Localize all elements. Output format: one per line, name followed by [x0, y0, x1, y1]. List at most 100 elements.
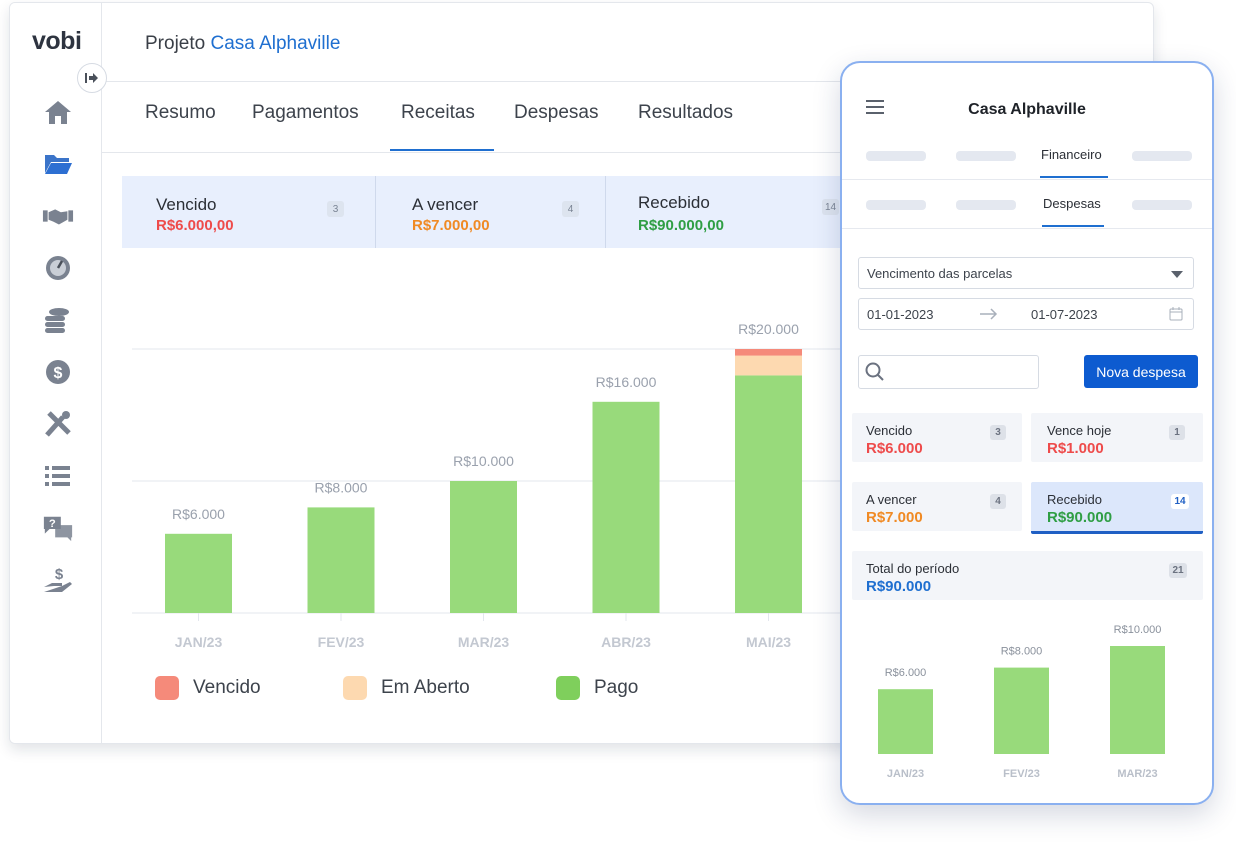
data-label: R$8.000 — [1001, 646, 1043, 658]
summary-card-a-vencer[interactable]: A vencer R$7.000,00 4 — [378, 176, 605, 248]
calendar-icon — [1169, 307, 1183, 321]
card-label: A vencer — [866, 492, 917, 507]
placeholder-tab[interactable] — [1132, 200, 1192, 210]
placeholder-tab[interactable] — [866, 200, 926, 210]
summary-card-recebido[interactable]: Recebido R$90.000,00 14 — [604, 176, 862, 248]
handshake-icon[interactable] — [42, 200, 74, 232]
card-value: R$7.000,00 — [412, 217, 490, 234]
home-icon[interactable] — [42, 96, 74, 128]
tab-pagamentos[interactable]: Pagamentos — [252, 102, 359, 123]
bar-em-aberto — [735, 355, 802, 376]
legend-swatch — [343, 676, 367, 700]
tab-bar: Resumo Pagamentos Receitas Despesas Resu… — [102, 82, 1153, 153]
card-label: Recebido — [638, 193, 710, 212]
bar — [1110, 646, 1165, 754]
legend-label: Vencido — [193, 677, 261, 698]
tab-despesas[interactable]: Despesas — [514, 102, 599, 123]
collapse-sidebar-button[interactable] — [77, 63, 107, 93]
active-tab-indicator — [1040, 176, 1108, 178]
card-value: R$90.000 — [866, 578, 932, 595]
bar-pago — [165, 533, 232, 613]
arrow-right-icon — [85, 73, 98, 83]
svg-text:$: $ — [55, 566, 64, 583]
x-tick-label: MAR/23 — [458, 634, 510, 650]
mobile-card-recebido[interactable]: Recebido R$90.000 14 — [1031, 482, 1203, 534]
tools-icon[interactable] — [42, 408, 74, 440]
date-from[interactable]: 01-01-2023 — [867, 307, 934, 322]
data-label: R$16.000 — [596, 374, 657, 390]
bar — [994, 667, 1049, 754]
card-value: R$7.000 — [866, 509, 923, 526]
sidebar: vobi $ ? $ — [10, 3, 102, 743]
page-title: Projeto Casa Alphaville — [145, 33, 340, 55]
coins-stack-icon[interactable] — [42, 304, 74, 336]
x-tick-label: ABR/23 — [601, 634, 651, 650]
x-tick-label: JAN/23 — [175, 634, 223, 650]
bar-vencido — [735, 349, 802, 356]
arrow-right-icon — [980, 308, 998, 320]
x-tick-label: MAI/23 — [746, 634, 791, 650]
hand-money-icon[interactable]: $ — [42, 564, 74, 596]
filter-select[interactable]: Vencimento das parcelas — [858, 257, 1194, 289]
bar-pago — [592, 401, 660, 613]
legend-item-vencido: Vencido — [155, 676, 261, 700]
card-divider — [375, 176, 376, 248]
summary-card-vencido[interactable]: Vencido R$6.000,00 3 — [122, 176, 375, 248]
card-label: Vencido — [156, 195, 217, 214]
bar-pago — [307, 507, 375, 613]
help-chat-icon[interactable]: ? — [42, 512, 74, 544]
page-header: Projeto Casa Alphaville — [102, 3, 1153, 82]
x-tick-label: JAN/23 — [887, 768, 924, 780]
card-label: Recebido — [1047, 492, 1102, 507]
tab-despesas[interactable]: Despesas — [1043, 196, 1101, 211]
tab-financeiro[interactable]: Financeiro — [1041, 147, 1102, 162]
placeholder-tab[interactable] — [956, 151, 1016, 161]
chevron-down-icon — [1171, 271, 1183, 278]
new-expense-button[interactable]: Nova despesa — [1084, 355, 1198, 388]
data-label: R$6.000 — [885, 667, 927, 679]
search-input[interactable] — [858, 355, 1039, 389]
mobile-card-a-vencer[interactable]: A vencer R$7.000 4 — [852, 482, 1022, 531]
project-name[interactable]: Casa Alphaville — [210, 33, 341, 54]
bar-chart: R$6.000 JAN/23 R$8.000 FEV/23 R$10.000 MAR/23… — [132, 321, 870, 650]
list-icon[interactable] — [42, 460, 74, 492]
count-badge: 4 — [562, 201, 579, 217]
svg-text:?: ? — [49, 518, 56, 530]
tab-resultados[interactable]: Resultados — [638, 102, 734, 123]
tab-receitas[interactable]: Receitas — [401, 102, 475, 123]
data-label: R$10.000 — [1114, 624, 1162, 636]
dollar-circle-icon[interactable]: $ — [42, 356, 74, 388]
card-value: R$6.000 — [866, 440, 923, 457]
mobile-title: Casa Alphaville — [968, 101, 1086, 118]
date-range-picker[interactable]: 01-01-2023 01-07-2023 — [858, 298, 1194, 330]
count-badge: 4 — [990, 494, 1006, 509]
placeholder-tab[interactable] — [1132, 151, 1192, 161]
legend-label: Em Aberto — [381, 677, 470, 698]
dashboard-gauge-icon[interactable] — [42, 252, 74, 284]
placeholder-tab[interactable] — [866, 151, 926, 161]
count-badge: 3 — [327, 201, 344, 217]
date-to[interactable]: 01-07-2023 — [1031, 307, 1098, 322]
mobile-card-vencido[interactable]: Vencido R$6.000 3 — [852, 413, 1022, 462]
x-tick-label: MAR/23 — [1117, 768, 1157, 780]
active-tab-indicator — [1042, 225, 1104, 227]
card-value: R$6.000,00 — [156, 217, 234, 234]
filter-select-value: Vencimento das parcelas — [867, 266, 1013, 281]
placeholder-tab[interactable] — [956, 200, 1016, 210]
count-badge: 14 — [1171, 494, 1189, 509]
count-badge: 21 — [1169, 563, 1187, 578]
tab-resumo[interactable]: Resumo — [145, 102, 216, 123]
legend-label: Pago — [594, 677, 639, 698]
mobile-card-vence-hoje[interactable]: Vence hoje R$1.000 1 — [1031, 413, 1203, 462]
card-value: R$90.000 — [1047, 509, 1113, 526]
count-badge: 3 — [990, 425, 1006, 440]
folder-icon[interactable] — [42, 148, 74, 180]
mobile-bar-chart: R$6.000 JAN/23 R$8.000 FEV/23 R$10.000 MAR/23 — [878, 624, 1165, 780]
menu-icon[interactable] — [866, 99, 884, 120]
logo: vobi — [32, 27, 82, 55]
mobile-card-total[interactable]: Total do período R$90.000 21 — [852, 551, 1203, 600]
active-tab-indicator — [390, 149, 494, 151]
legend-swatch — [155, 676, 179, 700]
mobile-app: Casa Alphaville Financeiro Despesas Venc… — [840, 61, 1214, 805]
bar — [878, 689, 933, 754]
